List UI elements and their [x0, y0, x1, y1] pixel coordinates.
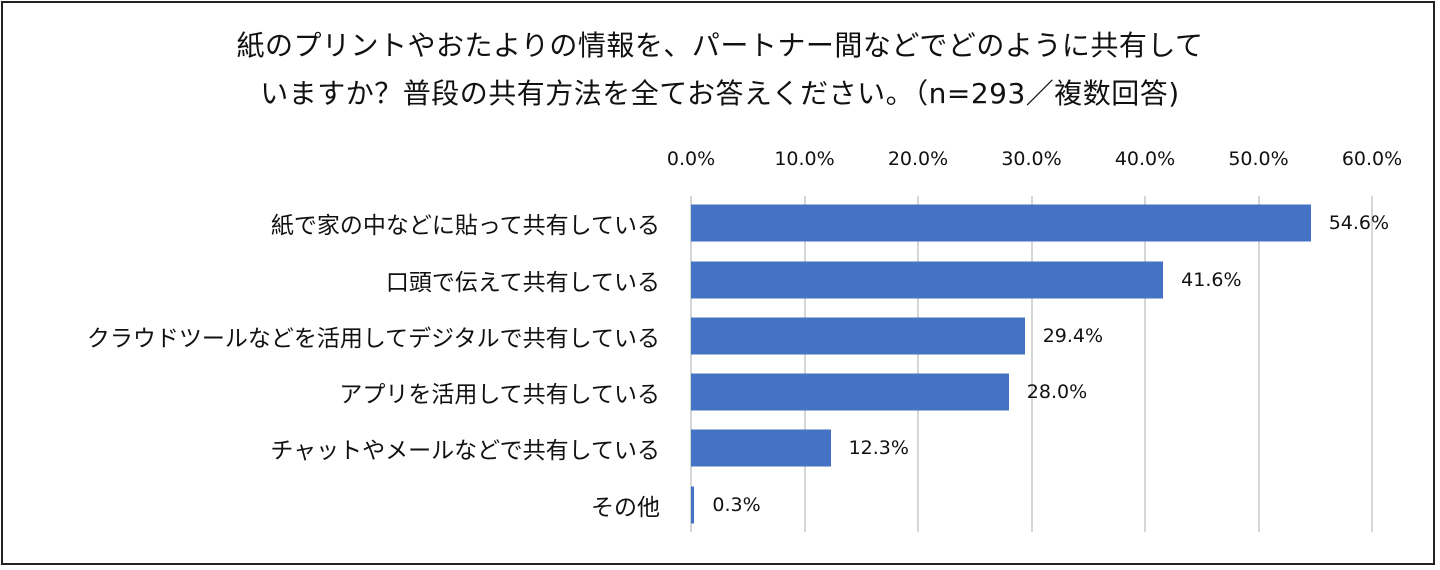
bar	[691, 204, 1311, 242]
chart-title-line-1: 紙のプリントやおたよりの情報を、パートナー間などでどのように共有して	[236, 29, 1204, 62]
x-axis-tick-label: 50.0%	[1228, 148, 1289, 170]
gridline	[690, 196, 692, 532]
gridline	[1144, 196, 1146, 532]
bar	[691, 261, 1164, 299]
bar	[691, 429, 831, 467]
gridline	[803, 196, 806, 532]
gridline	[917, 196, 919, 532]
bar	[691, 373, 1009, 411]
data-label: 28.0%	[1026, 381, 1088, 403]
x-axis-tick-label: 40.0%	[1114, 148, 1176, 170]
x-axis-tick-label: 20.0%	[887, 148, 949, 170]
data-label: 29.4%	[1042, 325, 1104, 347]
bar	[691, 317, 1025, 355]
x-axis-tick-label: 30.0%	[1001, 148, 1062, 170]
data-label: 12.3%	[848, 437, 909, 459]
gridline	[1257, 196, 1260, 532]
gridline	[1030, 196, 1033, 532]
data-label: 41.6%	[1181, 269, 1242, 291]
bar	[691, 486, 695, 524]
x-axis-tick-label: 10.0%	[774, 148, 835, 170]
data-label: 54.6%	[1328, 212, 1390, 234]
chart-title-line-2: いますか？普段の共有方法を全てお答えください。（n=293／複数回答)	[260, 77, 1180, 110]
data-label: 0.3%	[712, 494, 761, 516]
x-axis-tick-label: 60.0%	[1341, 148, 1403, 170]
category-label: 口頭で伝えて共有している	[385, 270, 660, 296]
category-label: その他	[591, 495, 660, 521]
gridline	[1371, 196, 1373, 532]
x-axis-tick-label: 0.0%	[666, 148, 716, 170]
category-label: チャットやメールなどで共有している	[270, 438, 660, 464]
category-label: 紙で家の中などに貼って共有している	[270, 213, 660, 239]
chart-title: 紙のプリントやおたよりの情報を、パートナー間などでどのように共有して いますか？…	[0, 22, 1440, 118]
category-label: アプリを活用して共有している	[339, 382, 660, 408]
category-label: クラウドツールなどを活用してデジタルで共有している	[86, 326, 660, 352]
